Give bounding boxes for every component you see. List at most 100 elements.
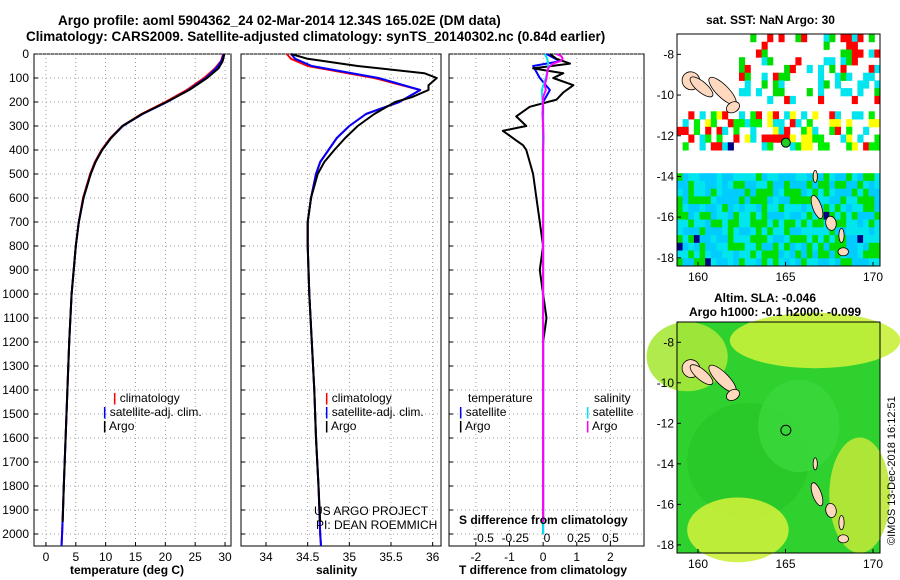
sst-grid-cell — [789, 227, 796, 236]
sst-grid-cell — [710, 188, 717, 197]
sst-grid-cell — [739, 180, 746, 190]
sst-grid-cell — [846, 204, 853, 213]
sst-grid-cell — [693, 242, 700, 251]
sst-grid-cell — [739, 64, 746, 74]
sst-lon-label: 170 — [863, 270, 883, 284]
sst-grid-cell — [778, 34, 785, 43]
sst-grid-cell — [795, 227, 802, 236]
difference-frame — [448, 53, 645, 547]
sst-grid-cell — [744, 134, 751, 143]
sst-grid-cell — [693, 119, 700, 128]
sst-grid-cell — [801, 173, 808, 182]
sst-grid-cell — [761, 242, 768, 251]
sst-grid-cell — [682, 227, 689, 236]
sst-grid-cell — [739, 88, 746, 97]
depth-tick-label: 0 — [22, 47, 29, 61]
sst-grid-cell — [823, 142, 830, 151]
sst-grid-cell — [699, 250, 706, 259]
sst-grid-cell — [710, 250, 717, 259]
sst-grid-cell — [693, 219, 700, 228]
sst-grid-cell — [789, 111, 796, 120]
sst-grid-cell — [705, 258, 712, 267]
sst-grid-cell — [851, 242, 858, 251]
temperature-xlabel: temperature (deg C) — [70, 563, 185, 577]
sst-grid-cell — [846, 34, 853, 43]
sst-map-title: sat. SST: NaN Argo: 30 — [706, 13, 835, 27]
sst-grid-cell — [767, 119, 774, 128]
sst-grid-cell — [688, 196, 695, 205]
sst-grid-cell — [823, 235, 830, 244]
sst-grid-cell — [767, 134, 774, 143]
sst-island — [689, 76, 714, 98]
sst-grid-cell — [806, 134, 813, 143]
sst-grid-cell — [739, 211, 746, 221]
sst-grid-cell — [733, 173, 740, 182]
sst-grid-cell — [874, 173, 881, 182]
salinity-xtick-label: 35 — [343, 550, 357, 564]
sla-lon-label: 170 — [863, 557, 883, 571]
sst-grid-cell — [699, 219, 706, 228]
sst-grid-cell — [761, 41, 768, 50]
legend-label: Argo — [331, 419, 357, 433]
temperature-xtick-label: 5 — [72, 550, 79, 564]
sst-grid-cell — [874, 180, 881, 190]
sst-grid-cell — [840, 34, 847, 43]
sst-grid-cell — [710, 142, 717, 151]
sst-grid-cell — [829, 111, 836, 120]
sst-grid-cell — [739, 173, 746, 182]
sst-grid-cell — [846, 180, 853, 190]
sst-grid-cell — [727, 173, 734, 182]
sst-grid-cell — [772, 134, 779, 143]
sst-grid-cell — [699, 142, 706, 151]
sst-grid-cell — [699, 173, 706, 182]
sst-grid-cell — [851, 34, 858, 43]
sst-grid-cell — [705, 126, 712, 135]
sst-grid-cell — [829, 242, 836, 251]
depth-tick-label: 1100 — [3, 311, 29, 325]
sst-grid-cell — [834, 258, 841, 267]
sst-grid-cell — [851, 258, 858, 267]
sst-grid-cell — [868, 250, 875, 259]
depth-tick-label: 1800 — [2, 479, 29, 493]
sst-grid-cell — [857, 80, 864, 89]
sst-grid-cell — [801, 34, 808, 43]
legend-marker: | — [325, 391, 329, 405]
sst-grid-cell — [863, 188, 870, 197]
sst-grid-cell — [857, 250, 864, 259]
sst-grid-cell — [710, 204, 717, 213]
sst-grid-cell — [784, 211, 791, 221]
sst-grid-cell — [755, 119, 762, 128]
sst-grid-cell — [778, 180, 785, 190]
sst-grid-cell — [727, 142, 734, 151]
sst-grid-cell — [739, 242, 746, 251]
sst-grid-cell — [699, 227, 706, 236]
sst-grid-cell — [772, 72, 779, 81]
sal-legend-argo: | Argo — [325, 419, 356, 433]
sst-grid-cell — [767, 258, 774, 267]
sst-grid-cell — [750, 126, 757, 135]
sst-grid-cell — [722, 227, 729, 236]
sst-grid-cell — [829, 119, 836, 128]
sst-grid-cell — [682, 142, 689, 151]
sst-grid-cell — [868, 235, 875, 244]
sst-grid-cell — [840, 64, 847, 74]
legend-label: climatology — [119, 391, 180, 405]
sst-grid-cell — [868, 258, 875, 267]
sla-anomaly-patch — [687, 497, 789, 563]
sst-grid-cell — [755, 196, 762, 205]
sst-grid-cell — [784, 64, 791, 74]
sst-grid-cell — [818, 88, 825, 97]
sst-grid-cell — [784, 111, 791, 120]
sst-grid-cell — [722, 211, 729, 221]
sst-grid-cell — [778, 250, 785, 259]
sst-grid-cell — [846, 126, 853, 135]
sst-grid-cell — [834, 80, 841, 89]
sst-grid-cell — [733, 134, 740, 143]
sst-grid-cell — [761, 219, 768, 228]
sst-grid-cell — [789, 250, 796, 259]
sst-grid-cell — [761, 180, 768, 190]
sst-grid-cell — [767, 95, 774, 105]
sst-grid-cell — [761, 227, 768, 236]
sst-grid-cell — [846, 250, 853, 259]
sst-grid-cell — [795, 204, 802, 213]
